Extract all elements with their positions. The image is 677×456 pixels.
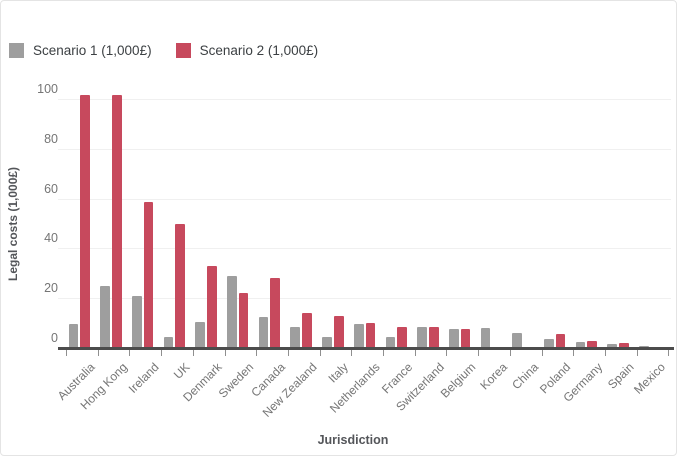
y-tick-label-100: 100 xyxy=(37,82,58,96)
x-tick-2 xyxy=(129,350,131,356)
bar-belgium-scenario-1[interactable] xyxy=(448,329,459,348)
bar-poland-scenario-2[interactable] xyxy=(555,334,566,348)
legend-item-scenario-2[interactable]: Scenario 2 (1,000£) xyxy=(175,43,319,58)
x-tick-18 xyxy=(636,350,638,356)
x-tick-label-mexico: Mexico xyxy=(631,360,669,397)
bar-italy-scenario-2[interactable] xyxy=(333,315,344,348)
x-tick-label-uk: UK xyxy=(171,360,193,382)
bar-germany-scenario-2[interactable] xyxy=(587,340,598,348)
bar-italy-scenario-1[interactable] xyxy=(322,336,332,348)
bar-germany-scenario-1[interactable] xyxy=(575,341,586,348)
gridline-20 xyxy=(58,298,671,300)
bar-new-zealand-scenario-2[interactable] xyxy=(302,313,312,348)
legend-swatch-scenario-1-icon xyxy=(9,43,24,58)
x-tick-label-china: China xyxy=(509,360,542,393)
bar-uk-scenario-1[interactable] xyxy=(163,336,174,348)
legend-item-scenario-1[interactable]: Scenario 1 (1,000£) xyxy=(9,43,152,58)
legend: Scenario 1 (1,000£) Scenario 2 (1,000£) xyxy=(9,43,318,58)
x-tick-19 xyxy=(668,350,670,356)
x-tick-9 xyxy=(351,350,353,356)
x-tick-17 xyxy=(604,350,606,356)
x-tick-label-italy: Italy xyxy=(325,360,352,386)
bar-china-scenario-1[interactable] xyxy=(512,333,523,348)
bar-australia-scenario-2[interactable] xyxy=(80,95,90,348)
y-tick-label-80: 80 xyxy=(44,131,58,146)
bar-canada-scenario-1[interactable] xyxy=(258,316,269,348)
x-tick-12 xyxy=(446,350,448,356)
x-tick-1 xyxy=(97,350,99,356)
x-tick-8 xyxy=(319,350,321,356)
x-tick-10 xyxy=(383,350,384,356)
gridline-60 xyxy=(58,198,671,200)
legend-label-scenario-1: Scenario 1 (1,000£) xyxy=(33,43,152,58)
bar-sweden-scenario-2[interactable] xyxy=(238,293,249,348)
y-tick-label-60: 60 xyxy=(44,181,58,196)
bar-netherlands-scenario-2[interactable] xyxy=(365,323,376,348)
bar-canada-scenario-2[interactable] xyxy=(270,278,281,348)
x-axis-line xyxy=(58,347,674,350)
x-tick-label-korea: Korea xyxy=(477,360,510,393)
bar-france-scenario-2[interactable] xyxy=(397,326,407,348)
gridline-100 xyxy=(58,99,671,100)
x-tick-3 xyxy=(161,350,163,356)
x-tick-label-ireland: Ireland xyxy=(125,360,162,396)
bar-mexico-scenario-1[interactable] xyxy=(639,345,649,348)
bar-switzerland-scenario-2[interactable] xyxy=(428,326,439,348)
x-tick-6 xyxy=(256,350,258,356)
x-tick-0 xyxy=(66,350,67,356)
bar-netherlands-scenario-1[interactable] xyxy=(353,324,364,348)
x-tick-11 xyxy=(414,350,416,356)
gridline-40 xyxy=(58,248,671,250)
bar-spain-scenario-2[interactable] xyxy=(619,343,629,348)
bar-belgium-scenario-2[interactable] xyxy=(460,329,471,348)
y-tick-label-20: 20 xyxy=(44,281,58,296)
bar-denmark-scenario-2[interactable] xyxy=(207,265,217,348)
y-tick-label-40: 40 xyxy=(44,231,58,246)
x-axis-title: Jurisdiction xyxy=(317,433,389,447)
x-tick-4 xyxy=(192,350,194,356)
x-tick-5 xyxy=(224,350,226,356)
legend-swatch-scenario-2-icon xyxy=(175,43,191,58)
bar-sweden-scenario-1[interactable] xyxy=(227,275,237,348)
y-tick-label-0: 0 xyxy=(51,331,58,345)
bar-australia-scenario-1[interactable] xyxy=(68,324,79,348)
bar-ireland-scenario-1[interactable] xyxy=(131,295,142,348)
bar-poland-scenario-1[interactable] xyxy=(544,339,554,348)
bar-uk-scenario-2[interactable] xyxy=(175,223,186,348)
bar-switzerland-scenario-1[interactable] xyxy=(417,326,427,348)
x-tick-7 xyxy=(287,350,289,356)
bar-france-scenario-1[interactable] xyxy=(385,336,396,348)
bar-denmark-scenario-1[interactable] xyxy=(195,321,206,348)
gridline-80 xyxy=(58,148,671,150)
x-tick-16 xyxy=(573,350,575,356)
x-tick-13 xyxy=(478,350,480,356)
bar-hong-kong-scenario-2[interactable] xyxy=(111,95,122,348)
bar-ireland-scenario-2[interactable] xyxy=(143,202,154,348)
legend-label-scenario-2: Scenario 2 (1,000£) xyxy=(199,43,319,58)
bar-korea-scenario-1[interactable] xyxy=(480,328,491,348)
x-tick-15 xyxy=(541,350,543,356)
x-tick-14 xyxy=(509,350,511,356)
bar-hong-kong-scenario-1[interactable] xyxy=(100,285,110,348)
bar-new-zealand-scenario-1[interactable] xyxy=(290,326,301,348)
bar-spain-scenario-1[interactable] xyxy=(607,344,618,348)
